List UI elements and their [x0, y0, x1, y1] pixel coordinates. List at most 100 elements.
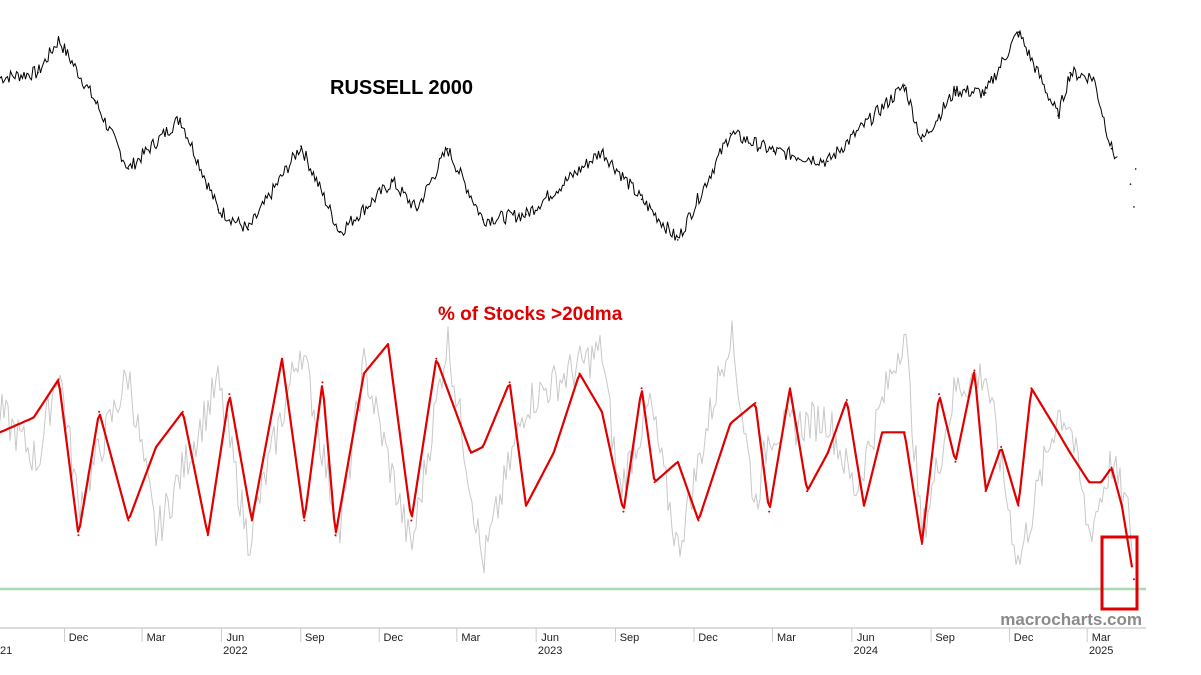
- russell-2000-point: [984, 92, 987, 94]
- breadth-smoothed-point: [600, 410, 603, 413]
- breadth-smoothed-point: [1057, 431, 1060, 434]
- month-tick-label: Mar: [147, 632, 166, 644]
- breadth-smoothed-point: [181, 410, 184, 413]
- latest-reading-highlight-box: [1100, 535, 1139, 611]
- year-tick-label: 2024: [854, 645, 878, 657]
- russell-2000-point: [37, 71, 39, 74]
- time-axis: Dec Mar Jun Sep Dec Mar Jun Sep Dec Mar Jun Sep Dec M…: [0, 627, 1146, 657]
- russell-2000-point: [1134, 168, 1137, 170]
- month-tick-label: Sep: [935, 632, 955, 644]
- breadth-smoothed-point: [228, 393, 231, 396]
- breadth-smoothed-line: [0, 343, 1134, 568]
- breadth-smoothed-point: [1030, 387, 1033, 390]
- russell-2000-line: [0, 30, 1118, 241]
- russell-2000-point: [1129, 183, 1132, 185]
- breadth-smoothed-point: [697, 519, 700, 522]
- breadth-smoothed-point: [206, 534, 209, 537]
- month-tick-label: Jun: [857, 632, 875, 644]
- breadth-smoothed-point: [1110, 466, 1113, 469]
- breadth-smoothed-point: [1069, 451, 1072, 454]
- breadth-smoothed-point: [578, 372, 581, 375]
- breadth-smoothed-point: [845, 398, 848, 401]
- russell-2000-point: [525, 213, 527, 216]
- russell-2000-point: [827, 160, 829, 163]
- breadth-smoothed-point: [98, 410, 101, 413]
- month-tick-label: Jun: [541, 632, 559, 644]
- russell-2000-point: [729, 132, 732, 135]
- breadth-smoothed-point: [387, 343, 390, 346]
- breadth-smoothed-point: [754, 401, 757, 404]
- month-tick-label: Dec: [69, 632, 89, 644]
- year-tick-label: 2021: [0, 645, 12, 657]
- russell-2000-point: [1092, 76, 1095, 79]
- russell-2000-point: [921, 140, 923, 142]
- breadth-smoothed-point: [57, 378, 60, 381]
- month-tick-label: Dec: [383, 632, 403, 644]
- breadth-smoothed-point: [903, 431, 906, 434]
- russell-2000-point: [0, 76, 1, 79]
- russell-2000-point: [640, 198, 643, 201]
- russell-2000-point: [247, 228, 250, 231]
- breadth-smoothed-point: [155, 446, 158, 448]
- month-tick-label: Mar: [461, 632, 480, 644]
- russell-2000-point: [1057, 114, 1059, 117]
- breadth-smoothed-point: [525, 504, 528, 507]
- breadth-smoothed-point: [881, 431, 884, 434]
- russell-2000-point: [954, 89, 957, 92]
- month-tick-label: Sep: [305, 632, 325, 644]
- month-tick-label: Mar: [777, 632, 796, 644]
- breadth-smoothed-point: [938, 393, 941, 396]
- breadth-panel: [0, 320, 1146, 611]
- breadth-smoothed-point: [1100, 481, 1103, 484]
- russell-2000-point: [772, 150, 775, 152]
- breadth-smoothed-point: [280, 357, 283, 360]
- breadth-smoothed-point: [1017, 504, 1020, 507]
- month-tick-label: Dec: [698, 632, 718, 644]
- breadth-smoothed-point: [1120, 504, 1123, 507]
- month-tick-label: Sep: [620, 632, 640, 644]
- russell-2000-panel: [0, 30, 1137, 241]
- breadth-smoothed-point: [481, 446, 484, 448]
- breadth-smoothed-point: [410, 519, 413, 522]
- russell-2000-point: [1069, 71, 1071, 74]
- watermark: macrocharts.com: [1000, 610, 1142, 629]
- breadth-smoothed-point: [863, 504, 866, 507]
- russell-2000-point: [415, 208, 418, 211]
- russell-2000-point: [1110, 147, 1113, 150]
- russell-2000-point: [903, 84, 906, 87]
- breadth-smoothed-point: [806, 490, 809, 493]
- breadth-smoothed-point: [0, 431, 1, 434]
- breadth-smoothed-point: [303, 519, 306, 522]
- breadth-smoothed-point: [1000, 446, 1003, 448]
- breadth-smoothed-point: [622, 510, 625, 513]
- breadth-smoothed-point: [435, 357, 438, 360]
- breadth-smoothed-point: [788, 387, 791, 390]
- breadth-smoothed-point: [954, 460, 957, 463]
- breadth-smoothed-point: [362, 372, 365, 375]
- breadth-smoothed-point: [508, 381, 511, 384]
- breadth-smoothed-point: [973, 369, 976, 372]
- breadth-smoothed-point: [826, 451, 829, 454]
- breadth-smoothed-point: [32, 416, 35, 419]
- breadth-smoothed-point: [321, 381, 324, 384]
- russell-2000-point: [127, 168, 130, 170]
- breadth-smoothed-point: [729, 422, 732, 425]
- russell-2000-point: [676, 239, 679, 241]
- russell-2000-point: [300, 145, 302, 147]
- russell-2000-point: [57, 38, 60, 41]
- russell-2000-point: [482, 218, 484, 221]
- year-tick-label: 2022: [223, 645, 247, 657]
- russell-2000-point: [94, 99, 96, 102]
- breadth-smoothed-point: [334, 534, 337, 537]
- breadth-smoothed-point: [984, 490, 987, 493]
- month-tick-label: Dec: [1014, 632, 1034, 644]
- breadth-title: % of Stocks >20dma: [438, 304, 623, 325]
- breadth-smoothed-point: [653, 481, 656, 484]
- breadth-smoothed-point: [552, 451, 555, 454]
- breadth-raw-line: [0, 320, 1133, 574]
- russell-2000-point: [338, 231, 341, 234]
- breadth-smoothed-point: [640, 387, 643, 390]
- breadth-smoothed-point: [127, 519, 130, 522]
- year-tick-label: 2023: [538, 645, 562, 657]
